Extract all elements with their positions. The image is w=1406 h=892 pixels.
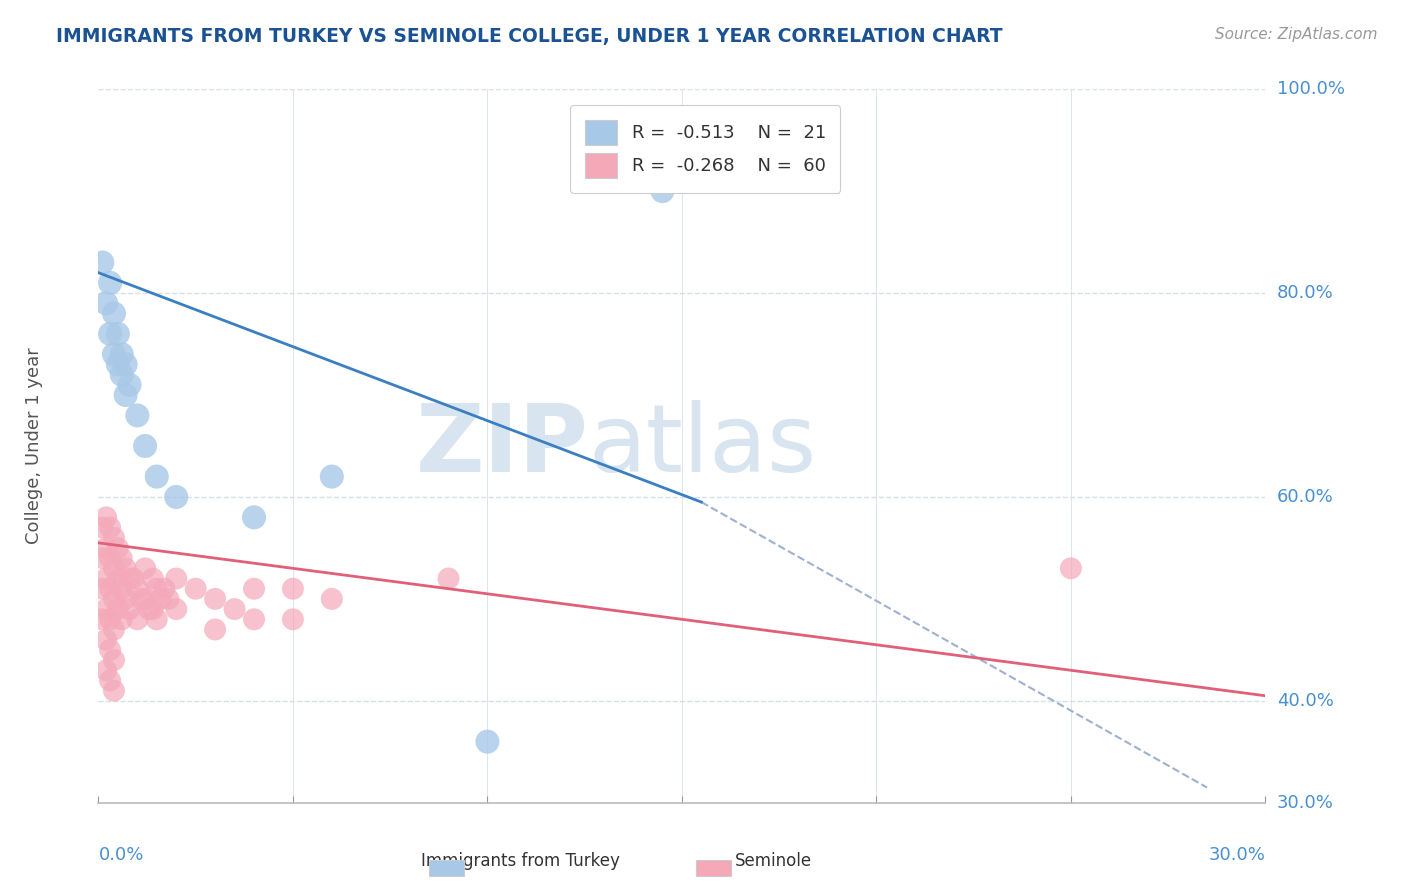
Point bbox=[138, 602, 160, 616]
Text: 30.0%: 30.0% bbox=[1277, 794, 1334, 812]
Point bbox=[98, 582, 121, 596]
Point bbox=[98, 673, 121, 688]
Point bbox=[111, 612, 134, 626]
Point bbox=[98, 612, 121, 626]
Point bbox=[98, 326, 121, 341]
Point bbox=[146, 582, 169, 596]
Point bbox=[281, 612, 304, 626]
Text: Source: ZipAtlas.com: Source: ZipAtlas.com bbox=[1215, 27, 1378, 42]
Point bbox=[103, 591, 125, 606]
Point bbox=[107, 541, 129, 555]
Text: Immigrants from Turkey: Immigrants from Turkey bbox=[420, 852, 620, 870]
Point bbox=[134, 561, 156, 575]
Point bbox=[165, 572, 187, 586]
Point bbox=[91, 612, 114, 626]
Point bbox=[118, 572, 141, 586]
Point bbox=[103, 623, 125, 637]
Point bbox=[157, 591, 180, 606]
Point bbox=[91, 255, 114, 269]
Point bbox=[98, 520, 121, 534]
Point bbox=[118, 602, 141, 616]
Point bbox=[243, 582, 266, 596]
Point bbox=[96, 632, 118, 647]
Point bbox=[91, 520, 114, 534]
Point bbox=[142, 602, 165, 616]
Point bbox=[91, 582, 114, 596]
Text: IMMIGRANTS FROM TURKEY VS SEMINOLE COLLEGE, UNDER 1 YEAR CORRELATION CHART: IMMIGRANTS FROM TURKEY VS SEMINOLE COLLE… bbox=[56, 27, 1002, 45]
Point bbox=[165, 602, 187, 616]
Point bbox=[129, 591, 152, 606]
Point bbox=[153, 582, 176, 596]
Point bbox=[321, 591, 343, 606]
Point bbox=[111, 368, 134, 382]
Text: 100.0%: 100.0% bbox=[1277, 80, 1346, 98]
Point bbox=[281, 582, 304, 596]
Point bbox=[146, 612, 169, 626]
Text: ZIP: ZIP bbox=[416, 400, 589, 492]
Point bbox=[96, 296, 118, 310]
Text: Seminole: Seminole bbox=[735, 852, 811, 870]
Point bbox=[103, 561, 125, 575]
Point bbox=[146, 469, 169, 483]
Point bbox=[134, 439, 156, 453]
Point bbox=[321, 469, 343, 483]
Point bbox=[114, 561, 136, 575]
Point bbox=[96, 510, 118, 524]
Point bbox=[107, 358, 129, 372]
Point bbox=[107, 602, 129, 616]
Point bbox=[204, 623, 226, 637]
Point bbox=[114, 388, 136, 402]
Point bbox=[184, 582, 207, 596]
Text: 60.0%: 60.0% bbox=[1277, 488, 1334, 506]
Point bbox=[437, 572, 460, 586]
Point bbox=[107, 326, 129, 341]
Point bbox=[103, 347, 125, 361]
Point bbox=[477, 734, 499, 748]
Point bbox=[243, 510, 266, 524]
Point bbox=[224, 602, 246, 616]
Point bbox=[103, 306, 125, 320]
Point bbox=[98, 276, 121, 290]
Point bbox=[96, 663, 118, 677]
Point bbox=[149, 591, 172, 606]
Text: 40.0%: 40.0% bbox=[1277, 692, 1334, 710]
Point bbox=[114, 591, 136, 606]
Point bbox=[1060, 561, 1083, 575]
Point bbox=[651, 184, 673, 198]
Text: 30.0%: 30.0% bbox=[1209, 846, 1265, 863]
Point bbox=[127, 409, 149, 423]
Point bbox=[111, 582, 134, 596]
Point bbox=[114, 358, 136, 372]
Point bbox=[111, 347, 134, 361]
Point bbox=[142, 572, 165, 586]
Point bbox=[103, 683, 125, 698]
Point bbox=[107, 572, 129, 586]
Point bbox=[98, 643, 121, 657]
Point bbox=[96, 572, 118, 586]
Point bbox=[127, 612, 149, 626]
Text: atlas: atlas bbox=[589, 400, 817, 492]
Point bbox=[165, 490, 187, 504]
Text: 80.0%: 80.0% bbox=[1277, 284, 1334, 302]
Legend: R =  -0.513    N =  21, R =  -0.268    N =  60: R = -0.513 N = 21, R = -0.268 N = 60 bbox=[571, 105, 841, 193]
Point bbox=[118, 377, 141, 392]
Point bbox=[103, 653, 125, 667]
Point bbox=[96, 541, 118, 555]
Text: 0.0%: 0.0% bbox=[98, 846, 143, 863]
Point bbox=[111, 551, 134, 566]
Point bbox=[122, 572, 145, 586]
Point bbox=[134, 591, 156, 606]
Text: College, Under 1 year: College, Under 1 year bbox=[25, 348, 44, 544]
Point bbox=[243, 612, 266, 626]
Point bbox=[98, 551, 121, 566]
Point bbox=[127, 582, 149, 596]
Point bbox=[91, 551, 114, 566]
Point bbox=[103, 531, 125, 545]
Point bbox=[96, 602, 118, 616]
Point bbox=[204, 591, 226, 606]
